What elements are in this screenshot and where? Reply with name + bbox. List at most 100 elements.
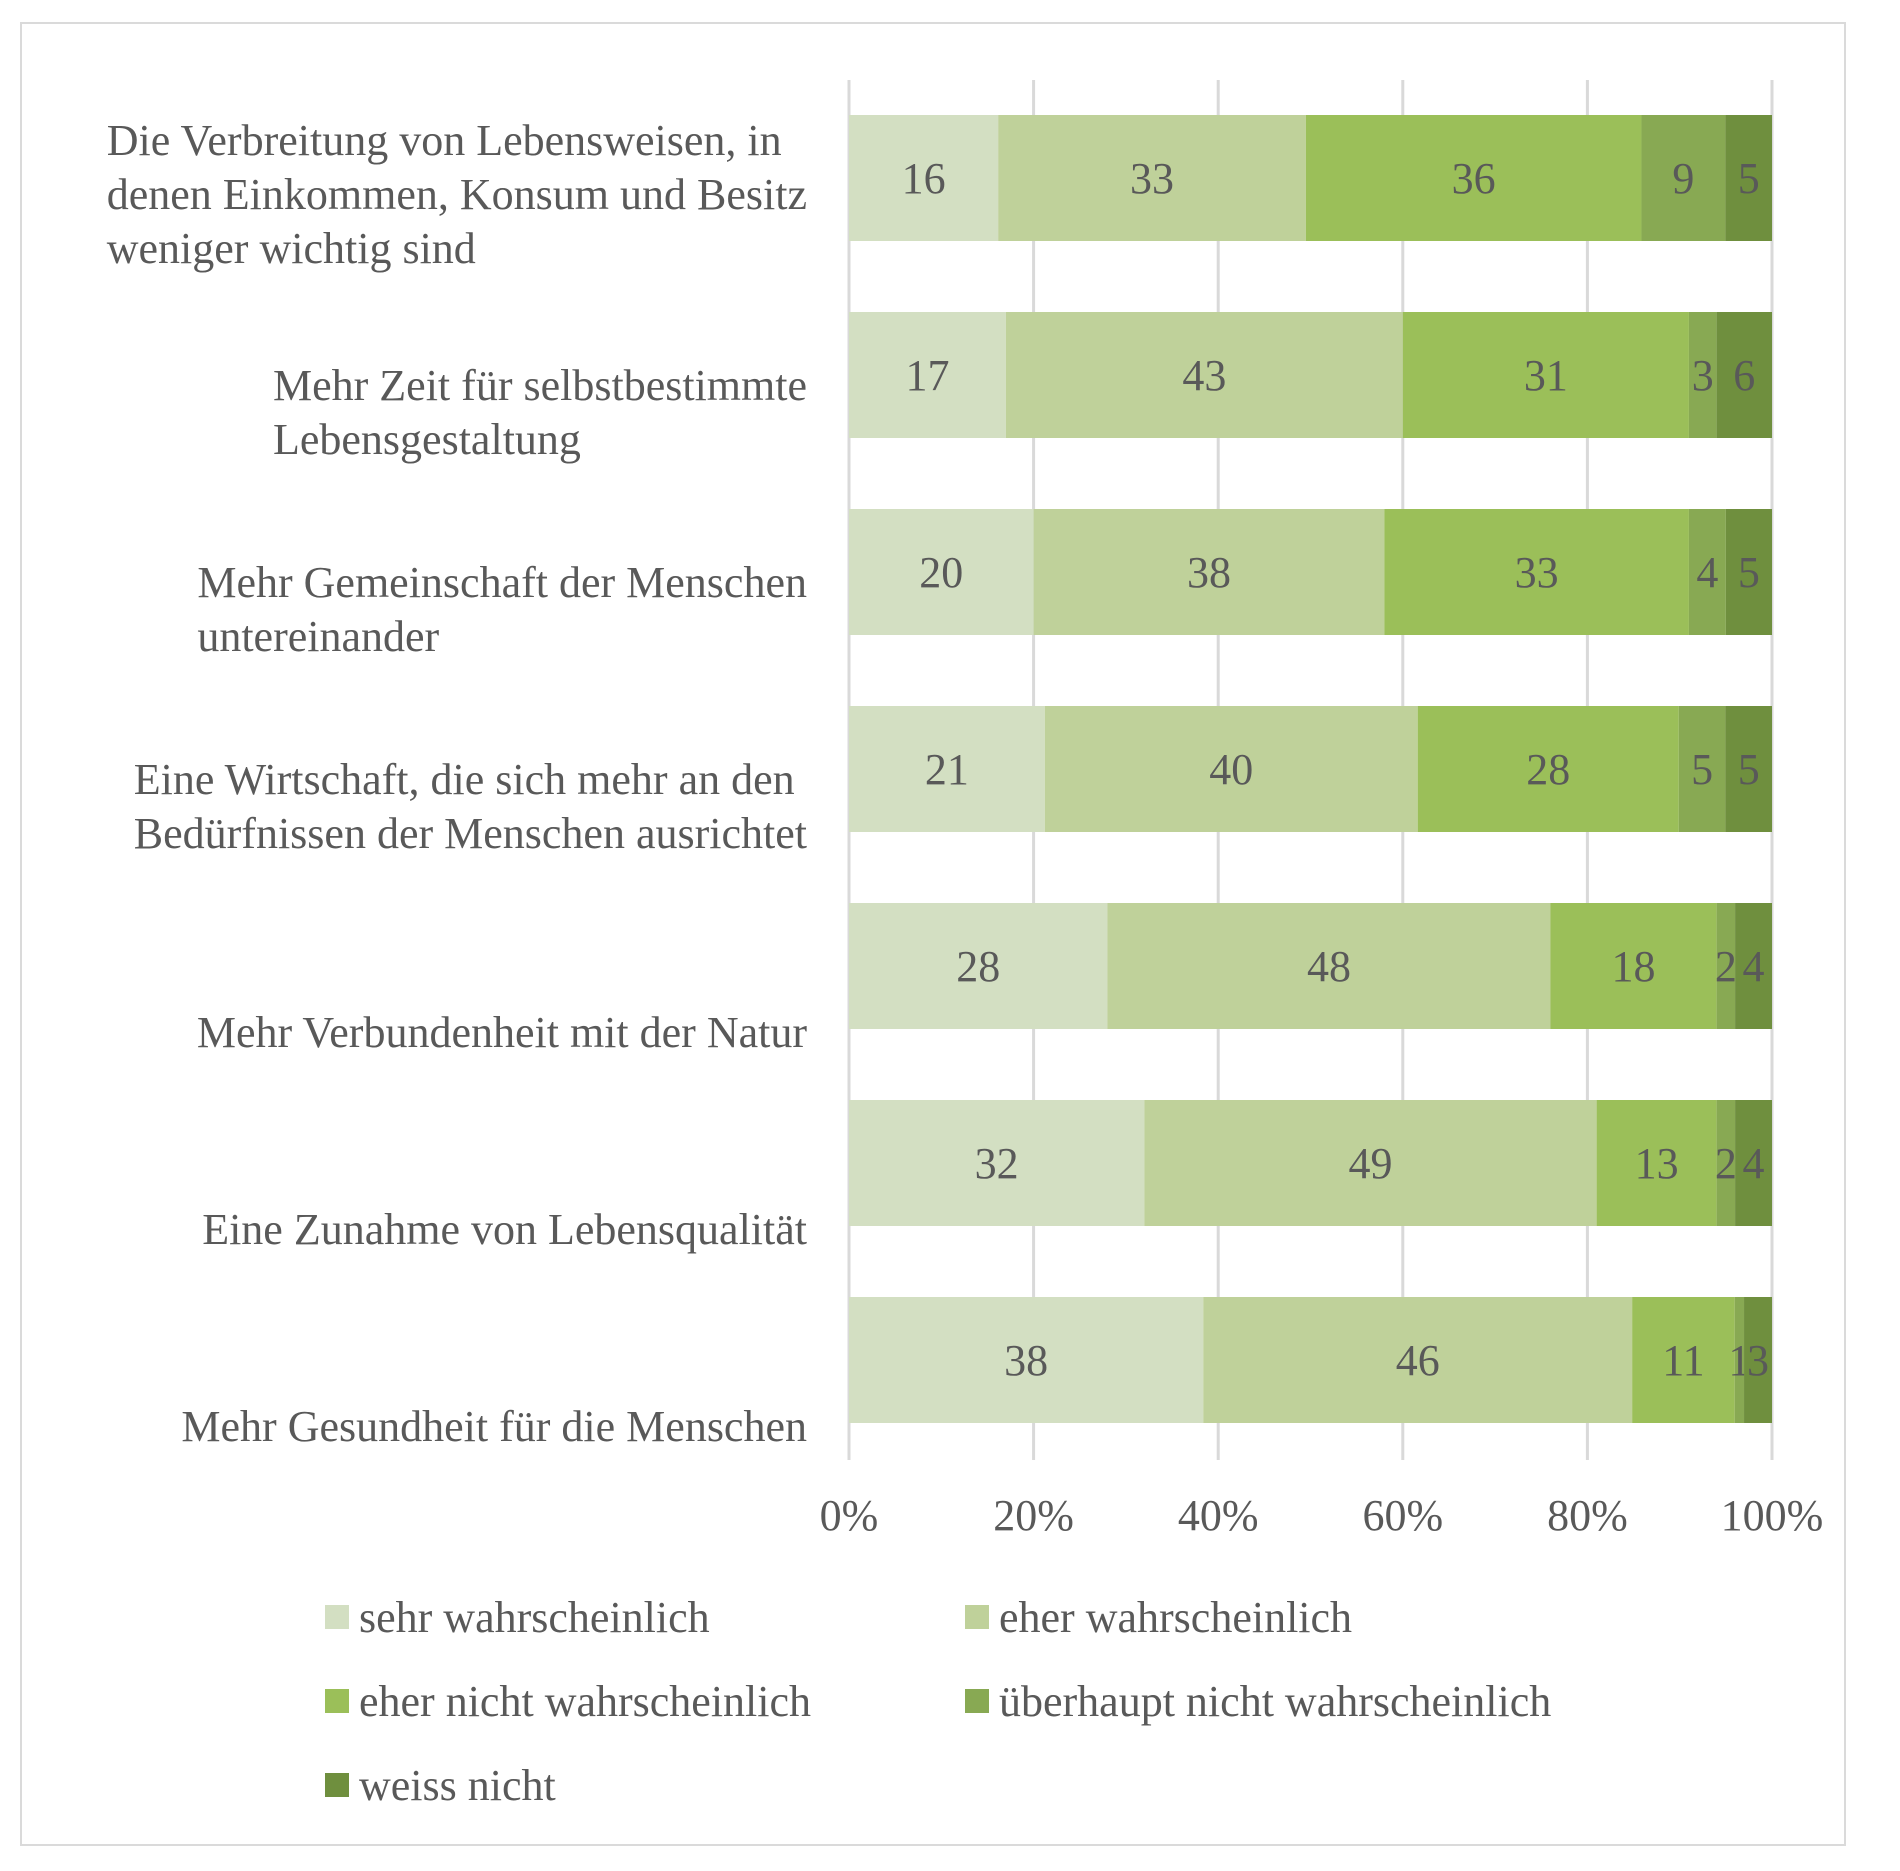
category-label: Mehr Zeit für selbstbestimmte Lebensgesta… [273, 359, 807, 467]
x-tick-label: 80% [1547, 1491, 1628, 1540]
bar-segment [849, 1100, 1145, 1226]
data-label: 5 [1738, 745, 1760, 794]
data-label: 4 [1743, 1139, 1765, 1188]
data-label: 31 [1524, 351, 1568, 400]
bar-segment [1678, 706, 1726, 832]
category-label-line: Eine Wirtschaft, die sich mehr an den [133, 755, 795, 804]
x-tick-label: 60% [1362, 1491, 1443, 1540]
data-label: 13 [1635, 1139, 1679, 1188]
legend-swatch [325, 1773, 349, 1797]
bar-segment [1716, 1100, 1736, 1226]
category-label: Eine Zunahme von Lebensqualität [202, 1203, 807, 1257]
legend-item: sehr wahrscheinlich [325, 1590, 710, 1644]
bar-segment [1725, 509, 1772, 635]
data-label: 38 [1004, 1336, 1048, 1385]
bar-segment [1203, 1297, 1633, 1423]
data-label: 17 [905, 351, 949, 400]
bar-segment [1716, 903, 1736, 1029]
bar-segment [1033, 509, 1385, 635]
data-label: 5 [1738, 548, 1760, 597]
bar-segment [1688, 509, 1726, 635]
x-tick-label: 40% [1178, 1491, 1259, 1540]
data-label: 48 [1307, 942, 1351, 991]
category-label-line: Mehr Zeit für selbstbestimmte [273, 361, 807, 410]
bar-segment [1044, 706, 1418, 832]
bar-segment [849, 312, 1006, 438]
bar-segment [849, 903, 1108, 1029]
data-label: 2 [1715, 942, 1737, 991]
data-label: 4 [1696, 548, 1718, 597]
legend-item: überhaupt nicht wahrscheinlich [965, 1674, 1551, 1728]
bar-segment [1641, 115, 1726, 241]
bar-segment [1596, 1100, 1717, 1226]
data-label: 3 [1692, 351, 1714, 400]
bar-segment [1725, 115, 1772, 241]
bar-segment [1744, 1297, 1772, 1423]
category-label: Mehr Verbundenheit mit der Natur [197, 1006, 807, 1060]
bar-segment [1632, 1297, 1735, 1423]
data-label: 28 [1526, 745, 1570, 794]
x-tick-label: 0% [820, 1491, 879, 1540]
category-label-text: Mehr Verbundenheit mit der Natur [197, 1006, 807, 1060]
category-label-line: denen Einkommen, Konsum und Besitz [106, 170, 807, 219]
data-label: 49 [1348, 1139, 1392, 1188]
bar-segment [1144, 1100, 1597, 1226]
category-label-text: Eine Wirtschaft, die sich mehr an den Bed… [134, 753, 807, 861]
data-label: 18 [1612, 942, 1656, 991]
category-label: Die Verbreitung von Lebensweisen, in dene… [107, 114, 807, 276]
category-label-line: Mehr Gesundheit für die Menschen [181, 1402, 807, 1451]
bar-segment [1725, 706, 1772, 832]
data-label: 33 [1515, 548, 1559, 597]
category-label-line: untereinander [197, 612, 440, 661]
bar-segment [849, 706, 1045, 832]
category-label: Eine Wirtschaft, die sich mehr an den Bed… [134, 753, 807, 861]
category-label-line: Eine Zunahme von Lebensqualität [202, 1205, 807, 1254]
data-label: 36 [1452, 154, 1496, 203]
bar-segment [849, 1297, 1204, 1423]
data-label: 46 [1396, 1336, 1440, 1385]
bar-segment [849, 509, 1034, 635]
data-label: 33 [1130, 154, 1174, 203]
chart-legend: sehr wahrscheinlich eher wahrscheinlich eh… [325, 1590, 1725, 1820]
legend-item: eher nicht wahrscheinlich [325, 1674, 811, 1728]
category-label: Mehr Gemeinschaft der Menschen untereinan… [197, 556, 807, 664]
data-label: 6 [1733, 351, 1755, 400]
legend-label: eher nicht wahrscheinlich [359, 1676, 812, 1726]
bar-segment [1402, 312, 1689, 438]
category-label-line: Mehr Verbundenheit mit der Natur [196, 1008, 807, 1057]
bar-segment [1550, 903, 1717, 1029]
bar-segment [1107, 903, 1551, 1029]
legend-label: weiss nicht [359, 1760, 556, 1810]
data-label: 40 [1209, 745, 1253, 794]
data-label: 11 [1662, 1336, 1704, 1385]
legend-swatch [965, 1689, 989, 1713]
data-label: 43 [1182, 351, 1226, 400]
legend-item: weiss nicht [325, 1758, 556, 1812]
data-label: 5 [1738, 154, 1760, 203]
category-label-line: weniger wichtig sind [106, 224, 476, 273]
legend-swatch [325, 1605, 349, 1629]
category-label-line: Die Verbreitung von Lebensweisen, in [106, 116, 782, 165]
legend-label: eher wahrscheinlich [999, 1592, 1353, 1642]
legend-item: eher wahrscheinlich [965, 1590, 1352, 1644]
data-label: 3 [1747, 1336, 1769, 1385]
category-label-text: Die Verbreitung von Lebensweisen, in dene… [107, 114, 807, 276]
data-label: 38 [1187, 548, 1231, 597]
x-tick-label: 100% [1721, 1491, 1824, 1540]
bar-segment [1735, 903, 1772, 1029]
category-label-text: Mehr Zeit für selbstbestimmte Lebensgesta… [273, 359, 807, 467]
bar-segment [1716, 312, 1772, 438]
data-label: 21 [925, 745, 969, 794]
bar-segment [1005, 312, 1403, 438]
x-tick-label: 20% [993, 1491, 1074, 1540]
data-label: 5 [1691, 745, 1713, 794]
legend-swatch [325, 1689, 349, 1713]
data-label: 9 [1672, 154, 1694, 203]
legend-label: überhaupt nicht wahrscheinlich [999, 1676, 1552, 1726]
data-label: 4 [1743, 942, 1765, 991]
data-label: 28 [956, 942, 1000, 991]
bar-segment [1735, 1100, 1772, 1226]
bar-segment [1384, 509, 1689, 635]
category-label: Mehr Gesundheit für die Menschen [181, 1400, 807, 1454]
